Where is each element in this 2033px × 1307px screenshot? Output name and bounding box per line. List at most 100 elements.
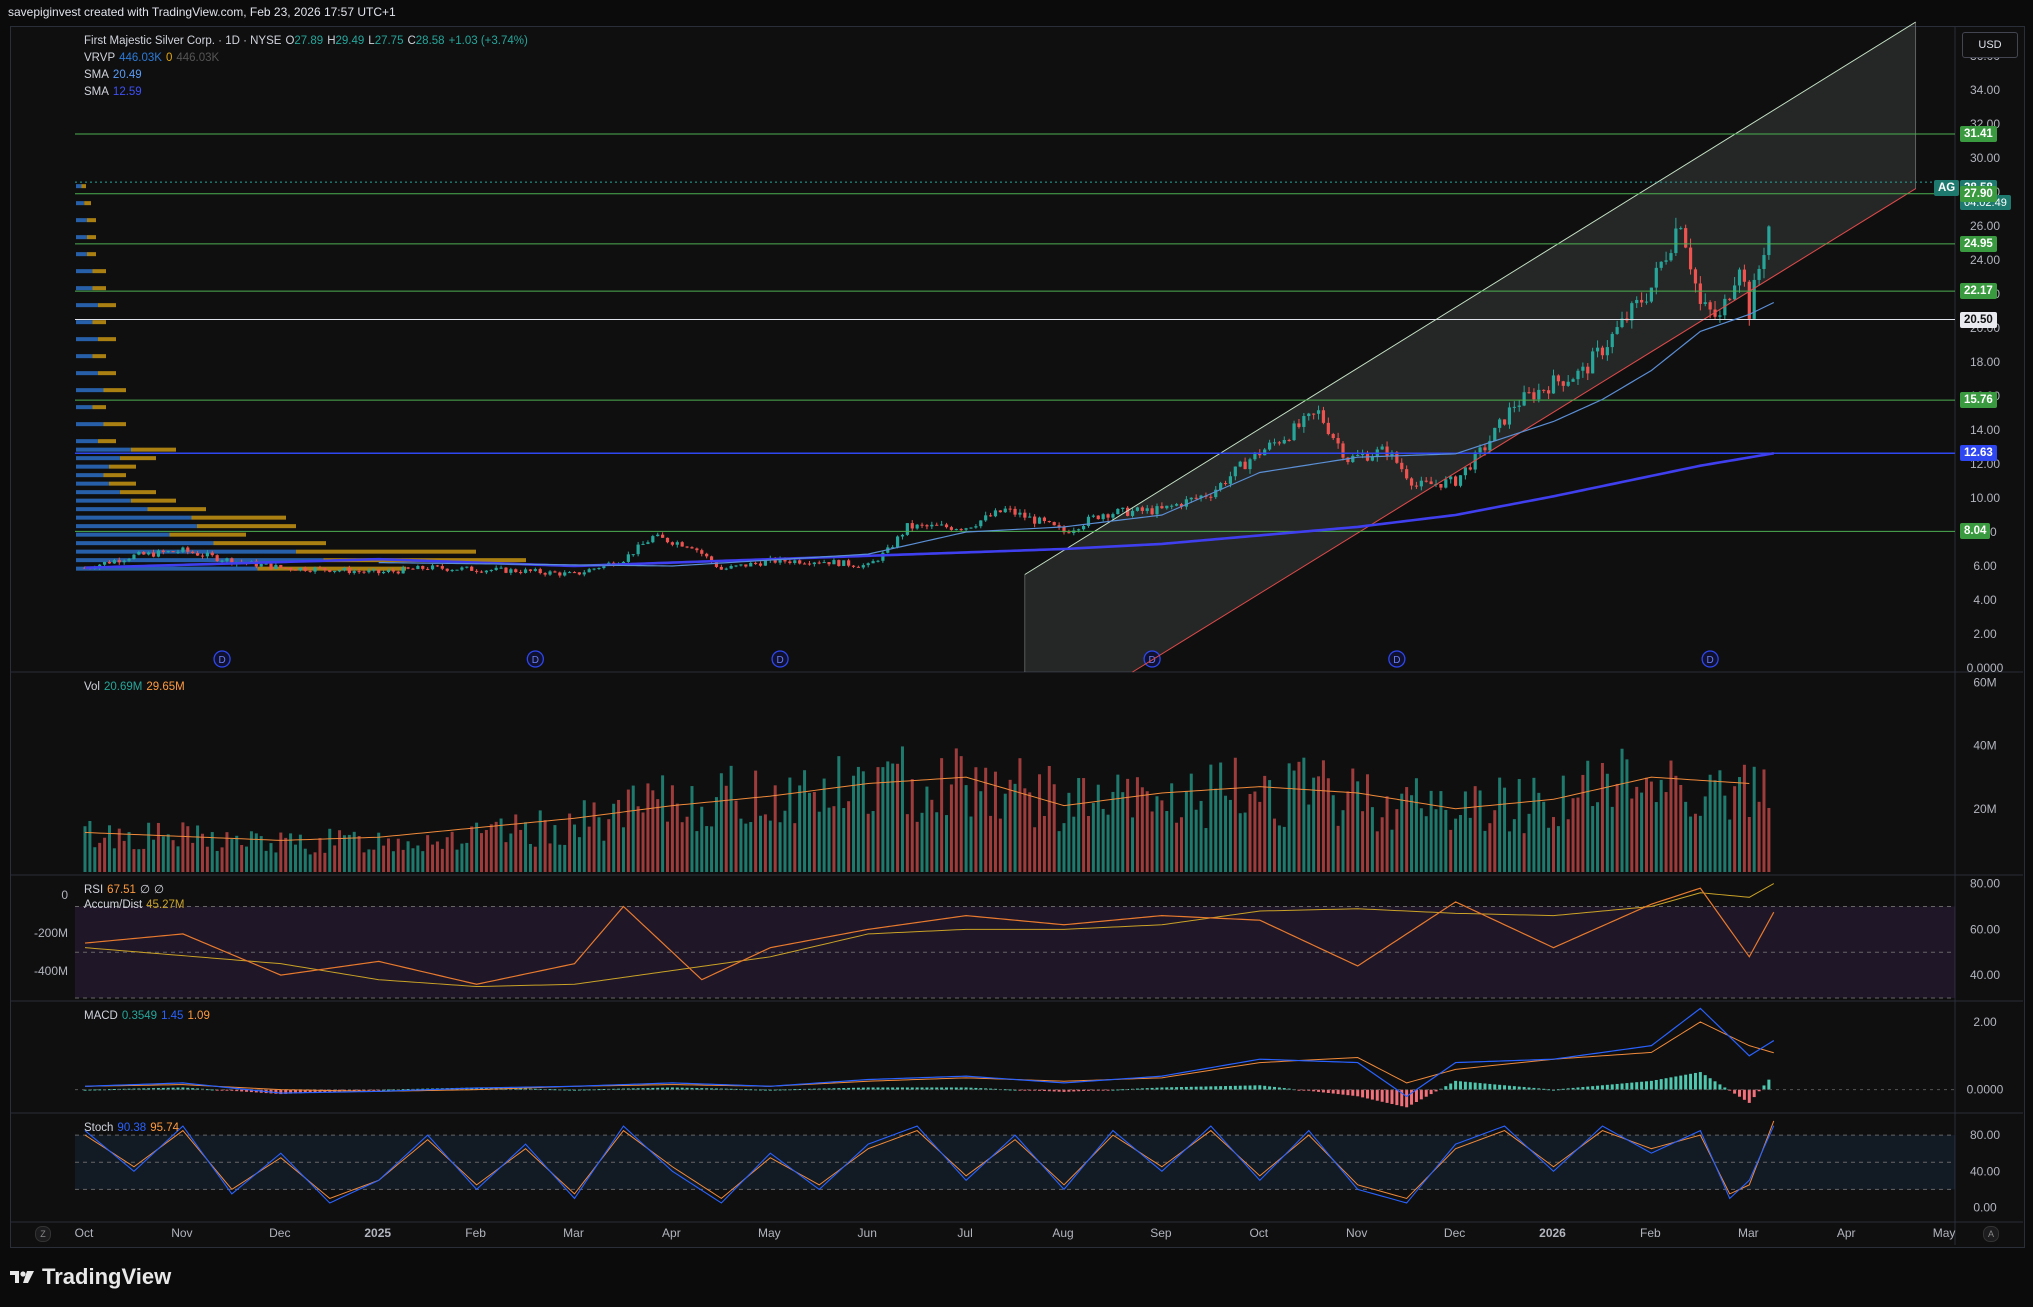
macd-histogram-bar: [729, 1088, 733, 1090]
volume-profile-bar: [76, 549, 296, 554]
stoch-legend[interactable]: Stoch 90.38 95.74: [84, 1122, 183, 1134]
volume-bar: [181, 822, 185, 872]
volume-bar: [905, 814, 909, 872]
volume-bar: [1106, 814, 1110, 872]
symbol-title[interactable]: First Majestic Silver Corp. · 1D · NYSE: [84, 35, 282, 47]
volume-bar: [524, 822, 528, 872]
candle-body: [117, 560, 121, 563]
macd-histogram-bar: [910, 1087, 914, 1090]
candle-body: [342, 568, 347, 571]
macd-histogram-bar: [945, 1087, 949, 1090]
candle-body: [1635, 299, 1639, 304]
tradingview-logo[interactable]: TradingView: [10, 1264, 171, 1290]
candle-body: [832, 560, 836, 565]
price-level-tag: 12.63: [1960, 445, 1997, 462]
volume-bar: [817, 811, 821, 872]
macd-histogram-bar: [837, 1088, 841, 1090]
volume-bar: [1086, 815, 1090, 872]
volume-bar: [333, 845, 337, 872]
volume-profile-bar: [76, 388, 104, 393]
volume-bar: [352, 831, 356, 872]
volume-bar: [1253, 791, 1257, 872]
candle-body: [1439, 483, 1443, 488]
volume-bar: [582, 800, 586, 872]
volume-profile-bar: [98, 337, 116, 342]
candle-body: [1297, 423, 1301, 427]
volume-legend[interactable]: Vol 20.69M 29.65M: [84, 681, 189, 693]
macd-histogram-bar: [646, 1088, 650, 1090]
macd-histogram-bar: [1062, 1089, 1066, 1092]
macd-histogram-bar: [964, 1087, 968, 1090]
macd-histogram-bar: [1542, 1088, 1546, 1090]
candle-body: [1341, 443, 1345, 458]
timezone-z-button[interactable]: Z: [35, 1226, 51, 1242]
accum-legend[interactable]: Accum/Dist 45.27M: [84, 899, 189, 911]
main-legend[interactable]: First Majestic Silver Corp. · 1D · NYSE O…: [84, 35, 532, 47]
candle-body: [284, 567, 288, 569]
macd-legend[interactable]: MACD 0.3549 1.45 1.09: [84, 1010, 214, 1022]
volume-bar: [205, 846, 209, 872]
macd-histogram-bar: [1018, 1089, 1022, 1091]
volume-bar: [1752, 766, 1756, 872]
volume-bar: [1189, 773, 1193, 872]
candle-body: [391, 570, 395, 572]
macd-histogram-bar: [1698, 1072, 1702, 1090]
volume-bar: [734, 800, 738, 872]
rsi-legend[interactable]: RSI 67.51 ∅ ∅: [84, 882, 168, 896]
candle-body: [1414, 485, 1419, 487]
macd-histogram-bar: [1645, 1081, 1649, 1090]
macd-histogram-bar: [1052, 1089, 1056, 1092]
macd-histogram-bar: [1233, 1085, 1237, 1090]
volume-bar: [842, 808, 846, 872]
candle-body: [475, 570, 479, 572]
candle-body: [993, 510, 998, 517]
volume-bar: [1028, 792, 1032, 872]
candle-body: [230, 558, 234, 565]
candle-body: [416, 565, 420, 570]
candle-body: [1003, 508, 1007, 513]
x-tick-label: Jun: [858, 1226, 877, 1240]
candle-body: [1571, 379, 1575, 382]
volume-profile-bar: [76, 371, 98, 376]
candle-body: [778, 558, 782, 563]
macd-histogram-bar: [651, 1087, 655, 1090]
candle-body: [1502, 419, 1507, 425]
left-tick-label: -200M: [34, 926, 68, 940]
candle-body: [1493, 427, 1497, 441]
candle-body: [866, 563, 870, 566]
macd-histogram-bar: [519, 1088, 523, 1090]
macd-histogram-bar: [568, 1089, 572, 1091]
volume-bar: [504, 842, 508, 872]
volume-bar: [225, 832, 229, 872]
candle-body: [274, 565, 278, 569]
candle-body: [1757, 268, 1761, 280]
chart-frame[interactable]: [10, 26, 2025, 1248]
candle-body: [1591, 351, 1595, 374]
sma-fast-legend[interactable]: SMA 20.49: [84, 69, 146, 81]
candle-body: [1130, 510, 1135, 516]
candle-body: [984, 515, 988, 521]
y-tick-label: 34.00: [1970, 83, 2000, 97]
volume-bar: [558, 844, 562, 872]
macd-label: MACD: [84, 1010, 118, 1022]
candle-body: [362, 571, 366, 573]
candle-body: [352, 571, 356, 573]
volume-profile-bar: [103, 473, 126, 478]
candle-body: [191, 551, 195, 554]
vrvp-legend[interactable]: VRVP 446.03K 0 446.03K: [84, 52, 223, 64]
candle-body: [200, 555, 205, 557]
macd-histogram-bar: [406, 1089, 410, 1091]
auto-scale-button[interactable]: A: [1983, 1226, 1999, 1242]
volume-bar: [1552, 817, 1555, 872]
candle-body: [1174, 504, 1179, 506]
sma-slow-legend[interactable]: SMA 12.59: [84, 86, 146, 98]
candle-body: [1214, 489, 1218, 498]
stoch-d-value: 95.74: [150, 1122, 179, 1134]
y-tick-label: 60M: [1973, 675, 1996, 689]
candle-body: [1023, 512, 1027, 518]
candle-body: [646, 542, 650, 544]
volume-profile-bar: [76, 269, 93, 274]
currency-selector[interactable]: USD: [1962, 32, 2018, 58]
macd-histogram-bar: [1351, 1089, 1355, 1096]
